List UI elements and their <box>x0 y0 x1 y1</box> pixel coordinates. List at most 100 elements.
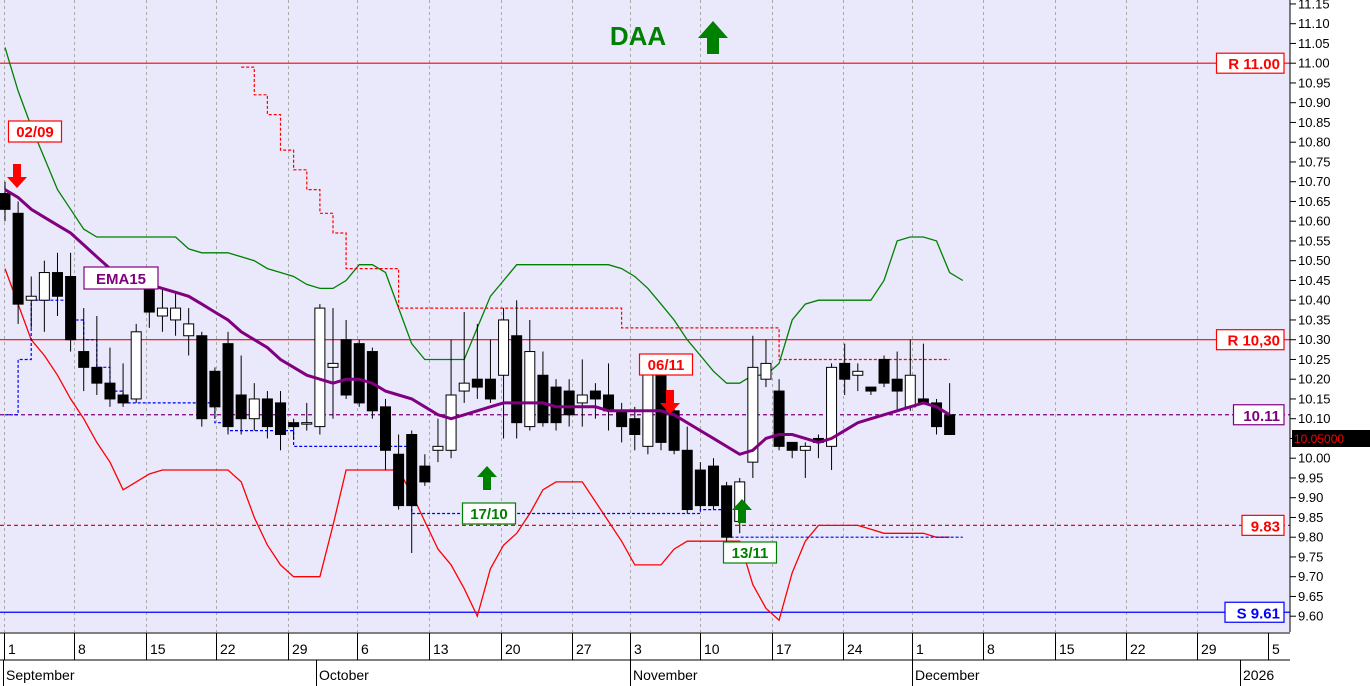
candle-body <box>91 366 103 384</box>
green-up-arrow-icon <box>477 466 497 490</box>
candle-body <box>51 272 63 297</box>
trailing-support-line <box>5 299 963 538</box>
candle-body <box>25 295 37 301</box>
candle-body <box>944 414 956 435</box>
x-tick-label: 22 <box>1130 641 1146 657</box>
x-tick-label: 5 <box>1272 641 1280 657</box>
x-tick-label: 29 <box>292 641 308 657</box>
candle-body <box>117 394 129 404</box>
y-tick-label: 11.05 <box>1298 36 1330 51</box>
signal-label: 06/11 <box>648 357 685 374</box>
y-tick-label: 10.35 <box>1298 312 1331 327</box>
last-price-marker: 10.05000 <box>1292 430 1370 447</box>
y-tick-label: 10.65 <box>1298 194 1331 209</box>
candle-body <box>379 406 391 451</box>
y-tick-label: 10.60 <box>1298 214 1331 229</box>
candle-body <box>484 378 496 400</box>
candle-body <box>773 390 785 447</box>
candle-body <box>65 276 77 341</box>
level-label-box <box>1241 514 1285 536</box>
candle-body <box>747 366 759 463</box>
level-label: 9.83 <box>1251 518 1280 535</box>
y-tick-label: 11.10 <box>1298 16 1330 31</box>
y-tick-label: 10.25 <box>1298 352 1331 367</box>
x-tick-label: 20 <box>505 641 521 657</box>
candle-body <box>275 402 287 435</box>
level-label: 10.11 <box>1243 408 1280 425</box>
candle-body <box>445 394 457 451</box>
x-tick-label: 27 <box>576 641 592 657</box>
chart-title: DAA <box>610 21 728 54</box>
y-tick-label: 10.20 <box>1298 372 1331 387</box>
candle-body <box>589 390 601 400</box>
candle-body <box>839 362 851 380</box>
candle-body <box>563 390 575 416</box>
candle-body <box>865 386 877 392</box>
signal-label: 13/11 <box>732 545 769 562</box>
month-label: October <box>319 667 369 683</box>
x-tick-label: 24 <box>847 641 863 657</box>
y-tick-label: 10.75 <box>1298 154 1331 169</box>
level-labels: R 11.00 R 10,30 10.11 9.83 S 9.61 <box>1215 52 1285 623</box>
y-tick-label: 10.90 <box>1298 95 1331 110</box>
candle-body <box>616 410 628 428</box>
candle-body <box>340 339 352 396</box>
y-tick-label: 9.90 <box>1298 490 1323 505</box>
x-tick-label: 17 <box>776 641 792 657</box>
x-tick-label: 13 <box>433 641 449 657</box>
x-tick-label: 3 <box>634 641 642 657</box>
y-tick-label: 10.15 <box>1298 391 1331 406</box>
x-axis-background <box>0 632 1290 686</box>
y-tick-label: 10.00 <box>1298 451 1331 466</box>
y-tick-label: 11.00 <box>1298 56 1330 71</box>
candle-body <box>852 370 864 376</box>
y-tick-label: 10.40 <box>1298 293 1331 308</box>
candle-body <box>196 335 208 420</box>
y-tick-label: 10.70 <box>1298 174 1331 189</box>
candle-body <box>760 362 772 380</box>
signal-annotations: EMA15 02/09 17/10 06/11 13/11 <box>7 120 778 564</box>
x-axis: 1 8 15 22 29 6 13 20 27 3 10 17 24 1 8 15 22 29 5 September… <box>0 632 1290 686</box>
x-tick-label: 15 <box>150 641 166 657</box>
ema15-line <box>4 188 951 456</box>
candle-body <box>891 378 903 392</box>
candle-body <box>576 394 588 404</box>
ema-label: EMA15 <box>96 271 146 288</box>
candle-body <box>524 351 536 428</box>
candle-body <box>878 358 890 384</box>
candle-body <box>799 445 811 451</box>
y-tick-label: 10.95 <box>1298 75 1331 90</box>
y-tick-label: 10.10 <box>1298 411 1331 426</box>
candle-body <box>209 370 221 408</box>
y-tick-label: 10.55 <box>1298 233 1331 248</box>
x-tick-label: 1 <box>8 641 16 657</box>
y-tick-label: 9.95 <box>1298 470 1323 485</box>
candle-body <box>721 485 733 538</box>
candle-body <box>393 453 405 507</box>
candle-body <box>432 445 444 451</box>
signal-label: 17/10 <box>470 506 508 523</box>
candle-body <box>143 287 155 313</box>
y-tick-label: 9.60 <box>1298 609 1323 624</box>
candle-body <box>707 465 719 507</box>
candle-body <box>104 382 116 400</box>
y-tick-label: 9.70 <box>1298 569 1323 584</box>
candle-body <box>458 382 470 392</box>
x-tick-label: 10 <box>704 641 720 657</box>
y-tick-label: 9.65 <box>1298 589 1323 604</box>
level-label-box <box>1224 601 1285 623</box>
x-tick-label: 8 <box>987 641 995 657</box>
x-tick-label: 6 <box>361 641 369 657</box>
x-tick-label: 22 <box>220 641 236 657</box>
signal-label-box <box>461 502 517 525</box>
indicator-lines <box>4 47 964 622</box>
candle-body <box>288 422 300 428</box>
candle-body <box>931 402 943 428</box>
y-tick-label: 10.45 <box>1298 273 1331 288</box>
ema-label-box <box>83 266 159 290</box>
last-price-label: 10.05000 <box>1294 432 1344 446</box>
candle-body <box>681 449 693 511</box>
candle-body <box>629 418 641 436</box>
candle-body <box>12 212 24 305</box>
candle-body <box>314 307 326 428</box>
